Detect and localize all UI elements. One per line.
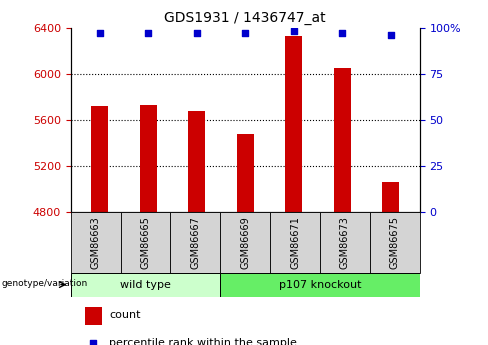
Point xyxy=(338,30,346,36)
Bar xyxy=(370,212,420,273)
Bar xyxy=(270,212,320,273)
Bar xyxy=(382,182,399,212)
Text: GSM86669: GSM86669 xyxy=(240,216,250,269)
Bar xyxy=(85,307,102,325)
Bar xyxy=(188,111,205,212)
Point xyxy=(144,30,152,36)
Text: GSM86675: GSM86675 xyxy=(390,216,400,269)
Text: wild type: wild type xyxy=(120,280,171,289)
Bar xyxy=(91,106,108,212)
Point xyxy=(242,30,249,36)
Point xyxy=(89,341,97,345)
Bar xyxy=(237,134,254,212)
Point xyxy=(386,32,394,38)
Text: p107 knockout: p107 knockout xyxy=(279,280,361,289)
Text: GSM86671: GSM86671 xyxy=(290,216,300,269)
Point xyxy=(290,29,298,34)
Text: GSM86663: GSM86663 xyxy=(91,216,101,269)
Text: count: count xyxy=(109,310,141,320)
Bar xyxy=(71,212,121,273)
Bar xyxy=(140,105,157,212)
Bar xyxy=(170,212,220,273)
Text: GSM86667: GSM86667 xyxy=(190,216,201,269)
Title: GDS1931 / 1436747_at: GDS1931 / 1436747_at xyxy=(164,11,326,25)
Bar xyxy=(320,212,370,273)
Bar xyxy=(121,212,170,273)
Text: GSM86665: GSM86665 xyxy=(141,216,150,269)
Point xyxy=(96,30,104,36)
Point xyxy=(193,30,201,36)
Bar xyxy=(334,68,350,212)
Text: genotype/variation: genotype/variation xyxy=(1,279,88,288)
Text: GSM86673: GSM86673 xyxy=(340,216,350,269)
Bar xyxy=(220,273,420,297)
Text: percentile rank within the sample: percentile rank within the sample xyxy=(109,338,297,345)
Bar xyxy=(285,36,302,212)
Bar xyxy=(71,273,220,297)
Bar xyxy=(220,212,270,273)
